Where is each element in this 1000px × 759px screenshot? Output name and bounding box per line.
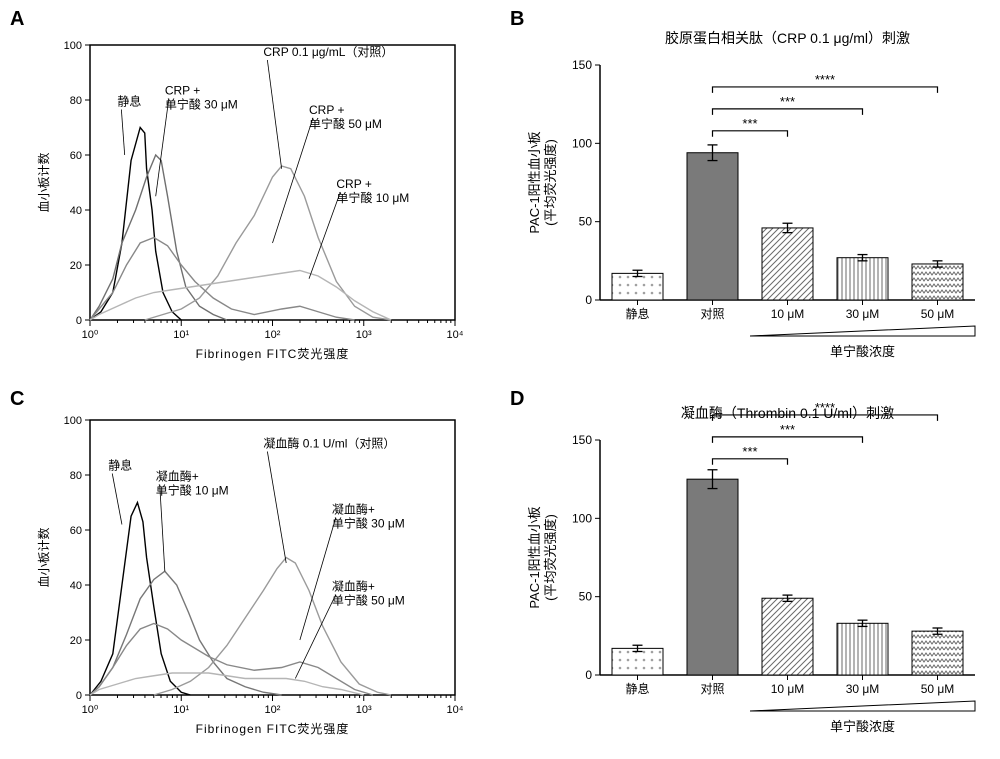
- svg-text:150: 150: [572, 58, 592, 72]
- svg-text:0: 0: [585, 668, 592, 682]
- svg-text:40: 40: [70, 580, 82, 592]
- svg-text:凝血酶+单宁酸 10 μM: 凝血酶+单宁酸 10 μM: [156, 469, 229, 498]
- svg-text:静息: 静息: [108, 458, 132, 473]
- svg-text:10³: 10³: [356, 704, 372, 716]
- svg-text:40: 40: [70, 205, 82, 217]
- svg-text:10⁴: 10⁴: [447, 329, 464, 341]
- svg-text:0: 0: [76, 315, 82, 327]
- svg-text:100: 100: [572, 136, 592, 150]
- svg-text:****: ****: [815, 400, 835, 415]
- svg-text:***: ***: [742, 116, 757, 131]
- svg-text:PAC-1阳性血小板(平均荧光强度): PAC-1阳性血小板(平均荧光强度): [527, 131, 558, 233]
- svg-text:单宁酸浓度: 单宁酸浓度: [830, 344, 895, 359]
- svg-text:10 μM: 10 μM: [771, 307, 805, 321]
- svg-text:80: 80: [70, 470, 82, 482]
- svg-text:50: 50: [579, 590, 593, 604]
- svg-text:10²: 10²: [265, 329, 281, 341]
- svg-text:Fibrinogen FITC荧光强度: Fibrinogen FITC荧光强度: [196, 721, 350, 736]
- svg-text:CRP + 单宁酸 50 μM: CRP + 单宁酸 50 μM: [309, 103, 382, 131]
- svg-text:10²: 10²: [265, 704, 281, 716]
- svg-text:Fibrinogen FITC荧光强度: Fibrinogen FITC荧光强度: [196, 346, 350, 361]
- panel-a-label: A: [10, 8, 24, 31]
- svg-text:30 μM: 30 μM: [846, 682, 880, 696]
- svg-text:60: 60: [70, 150, 82, 162]
- svg-text:静息: 静息: [117, 94, 141, 109]
- svg-text:100: 100: [572, 511, 592, 525]
- panel-c-label: C: [10, 388, 24, 411]
- panel-b-barchart: 0 50 100 150 胶原蛋白相关肽（CRP 0.1 μg/ml）刺激静息 对照 10 …: [520, 25, 1000, 365]
- svg-text:30 μM: 30 μM: [846, 307, 880, 321]
- svg-text:对照: 对照: [700, 307, 724, 321]
- svg-text:150: 150: [572, 433, 592, 447]
- svg-text:对照: 对照: [700, 682, 724, 696]
- svg-text:凝血酶+单宁酸 30 μM: 凝血酶+单宁酸 30 μM: [332, 502, 405, 531]
- svg-text:***: ***: [742, 444, 757, 459]
- svg-text:***: ***: [780, 94, 795, 109]
- svg-text:20: 20: [70, 260, 82, 272]
- svg-text:60: 60: [70, 525, 82, 537]
- svg-text:10⁴: 10⁴: [447, 704, 464, 716]
- svg-text:80: 80: [70, 95, 82, 107]
- svg-text:10 μM: 10 μM: [771, 682, 805, 696]
- svg-text:CRP + 单宁酸 30 μM: CRP + 单宁酸 30 μM: [165, 84, 238, 112]
- svg-text:凝血酶+单宁酸 50 μM: 凝血酶+单宁酸 50 μM: [332, 579, 405, 608]
- svg-text:静息: 静息: [625, 681, 649, 696]
- svg-text:凝血酶 0.1 U/ml（对照）: 凝血酶 0.1 U/ml（对照）: [263, 436, 395, 451]
- svg-text:单宁酸浓度: 单宁酸浓度: [830, 719, 895, 734]
- svg-text:10⁰: 10⁰: [82, 329, 99, 341]
- svg-text:10¹: 10¹: [173, 704, 189, 716]
- svg-text:***: ***: [780, 422, 795, 437]
- svg-text:血小板计数: 血小板计数: [36, 527, 51, 587]
- panel-d-barchart: 050100150凝血酶（Thrombin 0.1 U/ml）刺激静息对照10 …: [520, 400, 1000, 740]
- svg-text:10¹: 10¹: [173, 329, 189, 341]
- svg-text:静息: 静息: [625, 306, 649, 321]
- svg-text:10³: 10³: [356, 329, 372, 341]
- svg-text:20: 20: [70, 635, 82, 647]
- svg-text:0: 0: [76, 690, 82, 702]
- panel-a-histogram: 0 20 40 60 80 100 10⁰ 10¹ 10² 10³ 10⁴ 静息 CRP + 单宁酸 3…: [30, 30, 470, 370]
- svg-text:CRP 0.1 μg/mL（对照）: CRP 0.1 μg/mL（对照）: [263, 45, 393, 59]
- svg-text:50: 50: [579, 215, 593, 229]
- svg-text:****: ****: [815, 72, 835, 87]
- svg-text:胶原蛋白相关肽（CRP 0.1 μg/ml）刺激: 胶原蛋白相关肽（CRP 0.1 μg/ml）刺激: [665, 30, 910, 46]
- svg-text:100: 100: [64, 415, 82, 427]
- svg-text:10⁰: 10⁰: [82, 704, 99, 716]
- svg-text:50 μM: 50 μM: [921, 307, 955, 321]
- svg-text:100: 100: [64, 40, 82, 52]
- svg-text:PAC-1阳性血小板(平均荧光强度): PAC-1阳性血小板(平均荧光强度): [527, 506, 558, 608]
- svg-text:CRP + 单宁酸 10 μM: CRP + 单宁酸 10 μM: [336, 177, 409, 205]
- panel-c-histogram: 0 20 40 60 80 100 10⁰ 10¹ 10² 10³ 10⁴ 静息凝血酶+单宁酸 10 …: [30, 405, 470, 745]
- svg-text:50 μM: 50 μM: [921, 682, 955, 696]
- svg-text:0: 0: [585, 293, 592, 307]
- svg-text:血小板计数: 血小板计数: [36, 152, 51, 212]
